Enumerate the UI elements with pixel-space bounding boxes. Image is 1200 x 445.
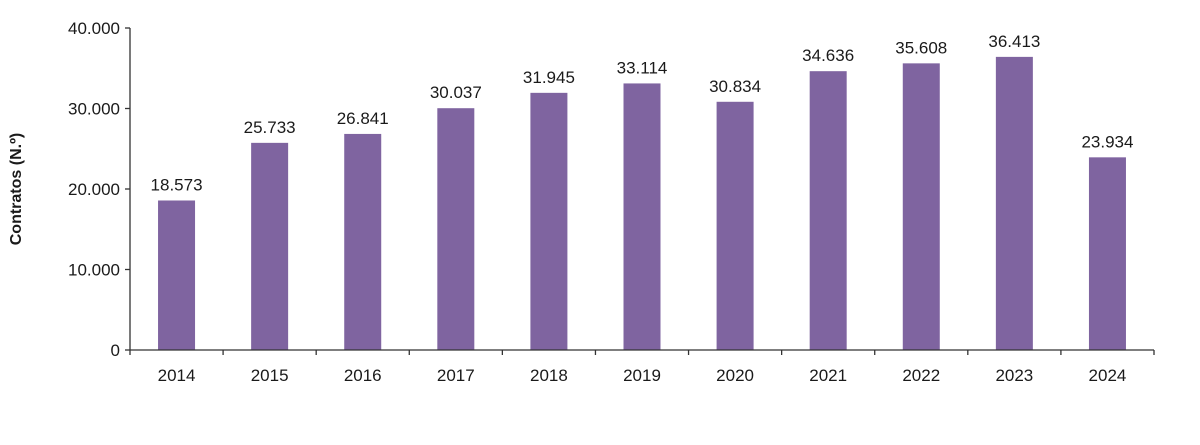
x-tick-label: 2016 [344, 366, 382, 385]
x-tick-label: 2014 [158, 366, 196, 385]
data-label: 35.608 [895, 38, 947, 57]
x-tick-label: 2020 [716, 366, 754, 385]
bar [995, 56, 1033, 350]
bar [530, 92, 568, 351]
data-label: 33.114 [617, 58, 668, 77]
y-tick-label: 0 [111, 341, 120, 360]
x-tick-label: 2024 [1089, 366, 1127, 385]
x-tick-label: 2018 [530, 366, 568, 385]
data-label: 30.834 [709, 77, 761, 96]
data-label: 31.945 [523, 68, 575, 87]
x-tick-label: 2022 [902, 366, 940, 385]
x-tick-label: 2017 [437, 366, 475, 385]
y-tick-label: 30.000 [68, 100, 120, 119]
y-axis-label: Contratos (N.º) [8, 133, 25, 246]
y-tick-label: 40.000 [68, 19, 120, 38]
bar [809, 71, 847, 350]
x-tick-label: 2023 [995, 366, 1033, 385]
data-label: 18.573 [151, 175, 203, 194]
bar [251, 142, 289, 350]
bar [344, 133, 382, 350]
data-label: 30.037 [430, 83, 482, 102]
data-label: 36.413 [988, 32, 1040, 51]
bar [1088, 157, 1126, 350]
data-label: 34.636 [802, 46, 854, 65]
bar [623, 83, 661, 350]
bar [902, 63, 940, 351]
bar [158, 200, 196, 350]
bar [437, 108, 475, 350]
x-tick-label: 2015 [251, 366, 289, 385]
bar [716, 101, 754, 350]
data-label: 25.733 [244, 118, 296, 137]
data-label: 26.841 [337, 109, 389, 128]
x-tick-label: 2021 [809, 366, 847, 385]
data-label: 23.934 [1081, 132, 1133, 151]
y-tick-label: 20.000 [68, 180, 120, 199]
x-tick-label: 2019 [623, 366, 661, 385]
y-tick-label: 10.000 [68, 261, 120, 280]
